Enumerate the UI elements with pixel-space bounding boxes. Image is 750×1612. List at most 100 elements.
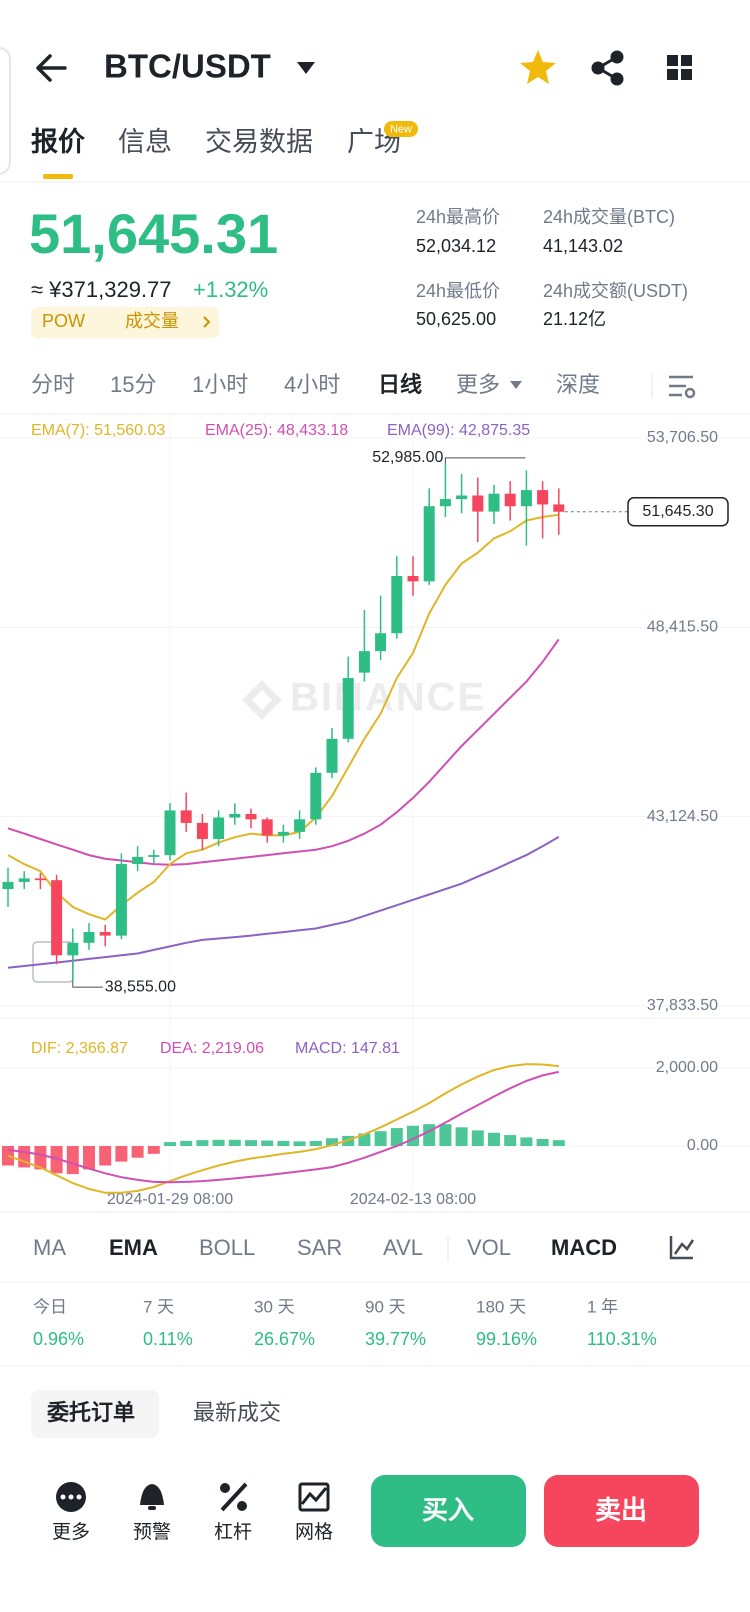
macd-bar bbox=[99, 1146, 112, 1166]
indicator-tab[interactable]: VOL bbox=[467, 1235, 511, 1260]
macd-bar bbox=[18, 1146, 31, 1168]
buy-button[interactable] bbox=[371, 1475, 526, 1547]
stat-label: 24h成交量(BTC) bbox=[543, 207, 675, 227]
macd-bar bbox=[212, 1139, 225, 1147]
interval-tab[interactable]: 1小时 bbox=[192, 372, 248, 397]
interval-tab[interactable]: 深度 bbox=[556, 372, 600, 397]
toolbar-icons[interactable] bbox=[56, 1482, 330, 1512]
pair-title: BTC/USDT bbox=[104, 48, 271, 85]
interval-tab[interactable]: 分时 bbox=[31, 372, 75, 397]
legend-item: EMA(7): 51,560.03 bbox=[31, 422, 165, 439]
macd-bar bbox=[326, 1138, 338, 1147]
candle-body bbox=[34, 878, 46, 881]
layout-button[interactable] bbox=[667, 55, 692, 80]
toolbar-label[interactable]: 预警 bbox=[133, 1521, 171, 1543]
macd-bar bbox=[536, 1138, 549, 1147]
candle-body bbox=[358, 651, 370, 673]
y-tick-label: 43,124.50 bbox=[647, 808, 718, 825]
more-caret bbox=[510, 381, 522, 389]
high-label: 52,985.00 bbox=[372, 449, 443, 466]
candle-body bbox=[67, 942, 79, 956]
macd-bar bbox=[83, 1146, 95, 1170]
macd-bar bbox=[261, 1140, 274, 1147]
legend-item: EMA(25): 48,433.18 bbox=[205, 422, 348, 439]
stat-value: 52,034.12 bbox=[416, 236, 496, 256]
candle-body bbox=[472, 495, 484, 512]
indicator-tab[interactable]: BOLL bbox=[199, 1235, 255, 1260]
indicator-tab[interactable]: SAR bbox=[297, 1235, 342, 1260]
stat-value: 41,143.02 bbox=[543, 236, 623, 256]
candle-body bbox=[553, 504, 565, 512]
candle-body bbox=[391, 576, 403, 634]
stat-label: 24h最低价 bbox=[416, 281, 500, 301]
interval-tab[interactable]: 15分 bbox=[110, 372, 156, 397]
tag-pill[interactable] bbox=[31, 307, 219, 338]
last-price: 51,645.31 bbox=[29, 202, 278, 265]
back-button[interactable] bbox=[36, 54, 67, 82]
candle-body bbox=[213, 817, 225, 840]
candle-body bbox=[196, 822, 208, 840]
interval-tab[interactable]: 4小时 bbox=[284, 372, 340, 397]
badge-text: New bbox=[390, 123, 412, 135]
macd-bar bbox=[374, 1131, 387, 1147]
low-label: 38,555.00 bbox=[105, 978, 176, 995]
macd-bar bbox=[455, 1127, 468, 1147]
x-tick-label: 2024-01-29 08:00 bbox=[107, 1191, 233, 1208]
period-label: 180 天 bbox=[476, 1297, 526, 1316]
candle-body bbox=[164, 810, 176, 856]
candle-body bbox=[537, 490, 549, 505]
buy-label[interactable]: 买入 bbox=[422, 1495, 474, 1525]
cny-price: ≈ ¥371,329.77 bbox=[31, 277, 172, 302]
sell-label[interactable]: 卖出 bbox=[595, 1495, 647, 1525]
macd-bar bbox=[309, 1140, 322, 1147]
macd-bar bbox=[552, 1140, 565, 1147]
candle-body bbox=[261, 819, 273, 836]
y-tick-label: 48,415.50 bbox=[647, 619, 718, 636]
toolbar-label[interactable]: 杠杆 bbox=[214, 1521, 252, 1543]
share-button[interactable] bbox=[591, 50, 624, 86]
tab[interactable]: 信息 bbox=[118, 127, 172, 157]
macd-line bbox=[7, 1063, 559, 1194]
indicator-tab[interactable]: AVL bbox=[383, 1235, 423, 1260]
candle-body bbox=[277, 831, 289, 836]
period-change: 110.31% bbox=[587, 1329, 657, 1349]
interval-tab[interactable]: 日线 bbox=[378, 372, 422, 397]
macd-bar bbox=[164, 1142, 176, 1147]
candle-body bbox=[310, 772, 322, 820]
macd-bar bbox=[504, 1135, 517, 1147]
last-price-label: 51,645.30 bbox=[642, 503, 713, 520]
stat-value: 21.12亿 bbox=[543, 309, 606, 329]
interval-tab[interactable]: 更多 bbox=[456, 372, 500, 397]
candle-body bbox=[294, 819, 306, 832]
chart-settings[interactable] bbox=[669, 375, 696, 399]
period-change: 99.16% bbox=[476, 1329, 537, 1349]
indicator-tab[interactable]: EMA bbox=[109, 1235, 158, 1260]
candle-body bbox=[2, 881, 14, 890]
sell-button[interactable] bbox=[544, 1475, 699, 1547]
macd-bar bbox=[131, 1146, 144, 1158]
candle-body bbox=[488, 493, 500, 512]
indicator-settings[interactable] bbox=[669, 1236, 695, 1260]
macd-bar bbox=[358, 1133, 371, 1147]
macd-bar bbox=[66, 1146, 79, 1175]
period-change: 26.67% bbox=[254, 1329, 315, 1349]
high-leader bbox=[444, 457, 526, 464]
candle-body bbox=[99, 932, 111, 936]
order-tab[interactable]: 委托订单 bbox=[47, 1400, 135, 1425]
tab[interactable]: 交易数据 bbox=[205, 127, 313, 157]
ema-line bbox=[7, 638, 560, 866]
tab[interactable]: 报价 bbox=[31, 127, 86, 157]
order-tab[interactable]: 最新成交 bbox=[193, 1400, 281, 1425]
ema-line bbox=[7, 836, 560, 969]
indicator-tab[interactable]: MA bbox=[33, 1235, 66, 1260]
pair-dropdown[interactable] bbox=[297, 62, 315, 74]
toolbar-label[interactable]: 网格 bbox=[295, 1521, 333, 1543]
candle-body bbox=[51, 880, 63, 956]
order-tab-bg[interactable] bbox=[31, 1390, 159, 1438]
favorite-star[interactable] bbox=[520, 50, 556, 84]
indicator-tab[interactable]: MACD bbox=[551, 1235, 617, 1260]
toolbar-label[interactable]: 更多 bbox=[52, 1521, 90, 1543]
macd-bar bbox=[390, 1128, 403, 1147]
tag: 成交量 bbox=[125, 311, 179, 331]
